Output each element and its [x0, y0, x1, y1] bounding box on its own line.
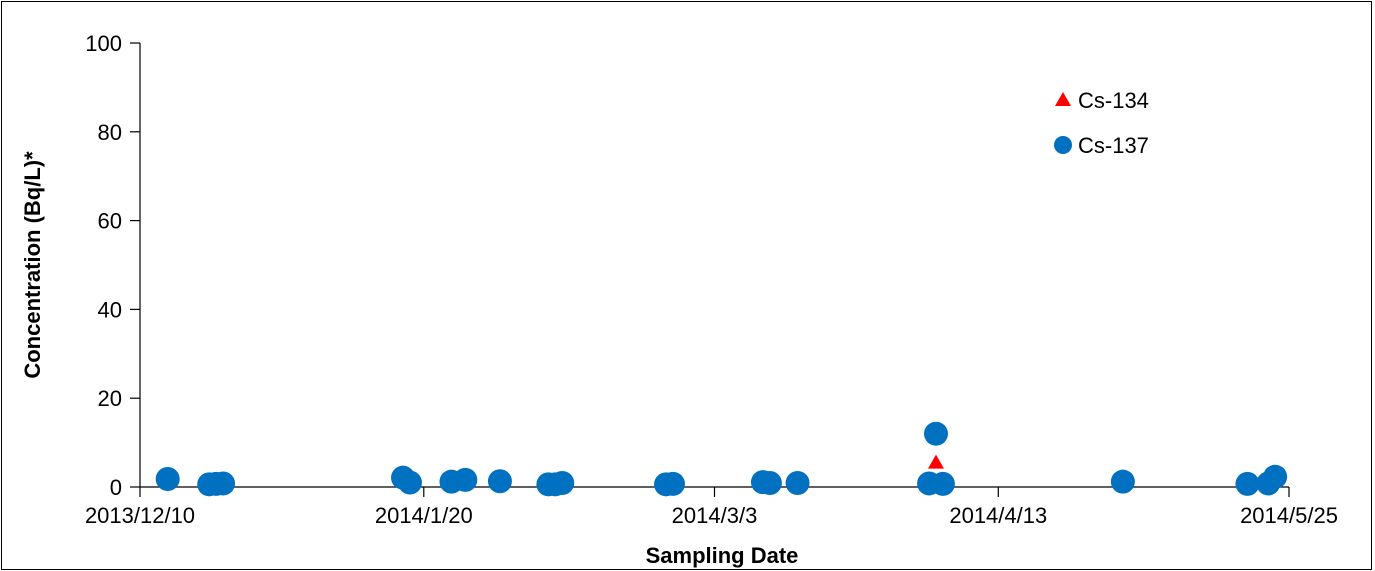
- cs137-point: [453, 467, 478, 492]
- cs134-point: [927, 454, 944, 469]
- y-tick-label: 60: [98, 209, 122, 234]
- x-tick-label: 2014/5/25: [1240, 503, 1338, 528]
- cs137-point: [1235, 471, 1260, 496]
- legend: Cs-134 Cs-137: [1054, 88, 1149, 158]
- cs137-point: [785, 471, 810, 496]
- x-tick-label: 2014/1/20: [375, 503, 473, 528]
- y-tick-label: 100: [85, 31, 122, 56]
- data-points: [155, 421, 1288, 497]
- y-tick-label: 0: [110, 475, 122, 500]
- cs137-point: [660, 471, 685, 496]
- x-axis-title: Sampling Date: [646, 543, 799, 568]
- legend-marker-cs134: [1055, 92, 1071, 106]
- cs137-point: [487, 469, 512, 494]
- cs137-point: [397, 470, 422, 495]
- legend-label-cs134: Cs-134: [1078, 88, 1149, 113]
- y-tick-label: 80: [98, 120, 122, 145]
- x-tick-label: 2013/12/10: [85, 503, 195, 528]
- cs137-point: [757, 471, 782, 496]
- cs137-point: [1263, 464, 1288, 489]
- y-axis-title: Concentration (Bq/L)*: [20, 151, 45, 379]
- legend-marker-cs137: [1054, 136, 1072, 154]
- cs137-point: [211, 471, 236, 496]
- y-tick-label: 20: [98, 386, 122, 411]
- cs137-point: [155, 467, 180, 492]
- legend-label-cs137: Cs-137: [1078, 133, 1149, 158]
- x-tick-label: 2014/3/3: [672, 503, 758, 528]
- x-tick-label: 2014/4/13: [949, 503, 1047, 528]
- cs137-point: [923, 421, 948, 446]
- y-tick-label: 40: [98, 297, 122, 322]
- tick-labels: 0 20 40 60 80 100 2013/12/10 2014/1/20 2014/3/3 2…: [85, 31, 1338, 528]
- cs137-point: [1110, 469, 1135, 494]
- cs137-point: [930, 471, 955, 496]
- cs137-point: [550, 471, 575, 496]
- axes: [130, 42, 1290, 497]
